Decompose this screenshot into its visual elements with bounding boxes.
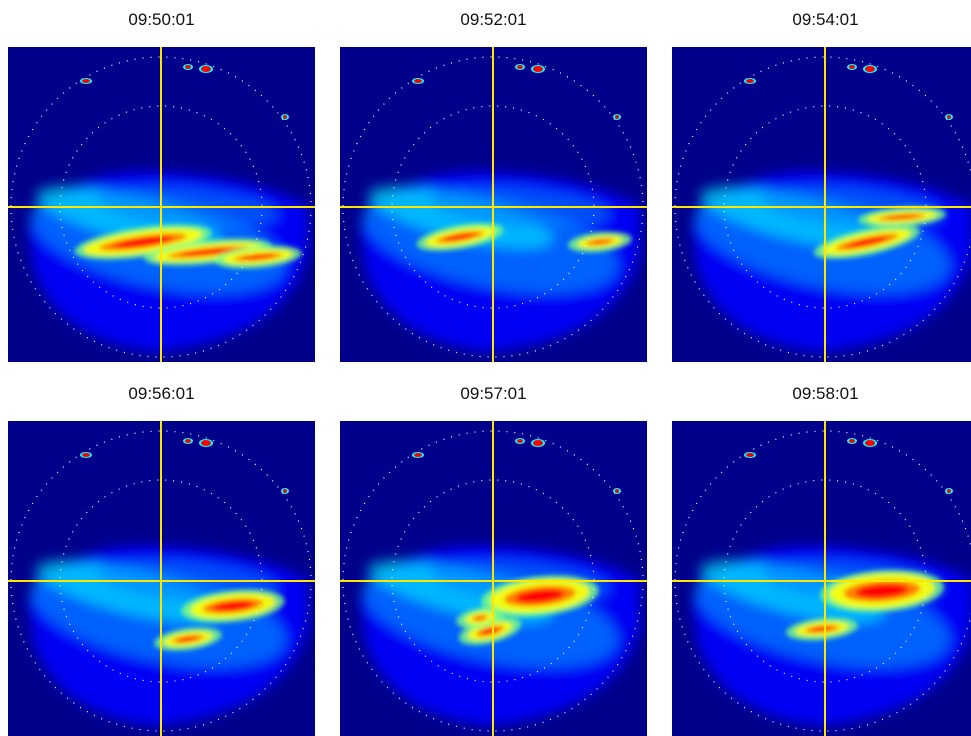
auroral-image-svg — [672, 47, 971, 362]
panel-timestamp: 09:56:01 — [8, 384, 315, 404]
auroral-image-svg — [340, 421, 647, 736]
auroral-image-svg — [8, 421, 315, 736]
all-sky-image — [340, 47, 647, 362]
auroral-image-svg — [340, 47, 647, 362]
panel-timestamp: 09:50:01 — [8, 10, 315, 30]
all-sky-image — [672, 47, 971, 362]
all-sky-image — [340, 421, 647, 736]
panel-timestamp: 09:58:01 — [672, 384, 971, 404]
panel-timestamp: 09:57:01 — [340, 384, 647, 404]
all-sky-image — [8, 421, 315, 736]
auroral-image-svg — [8, 47, 315, 362]
panel-timestamp: 09:54:01 — [672, 10, 971, 30]
all-sky-image — [672, 421, 971, 736]
auroral-image-svg — [672, 421, 971, 736]
panel-timestamp: 09:52:01 — [340, 10, 647, 30]
all-sky-image — [8, 47, 315, 362]
